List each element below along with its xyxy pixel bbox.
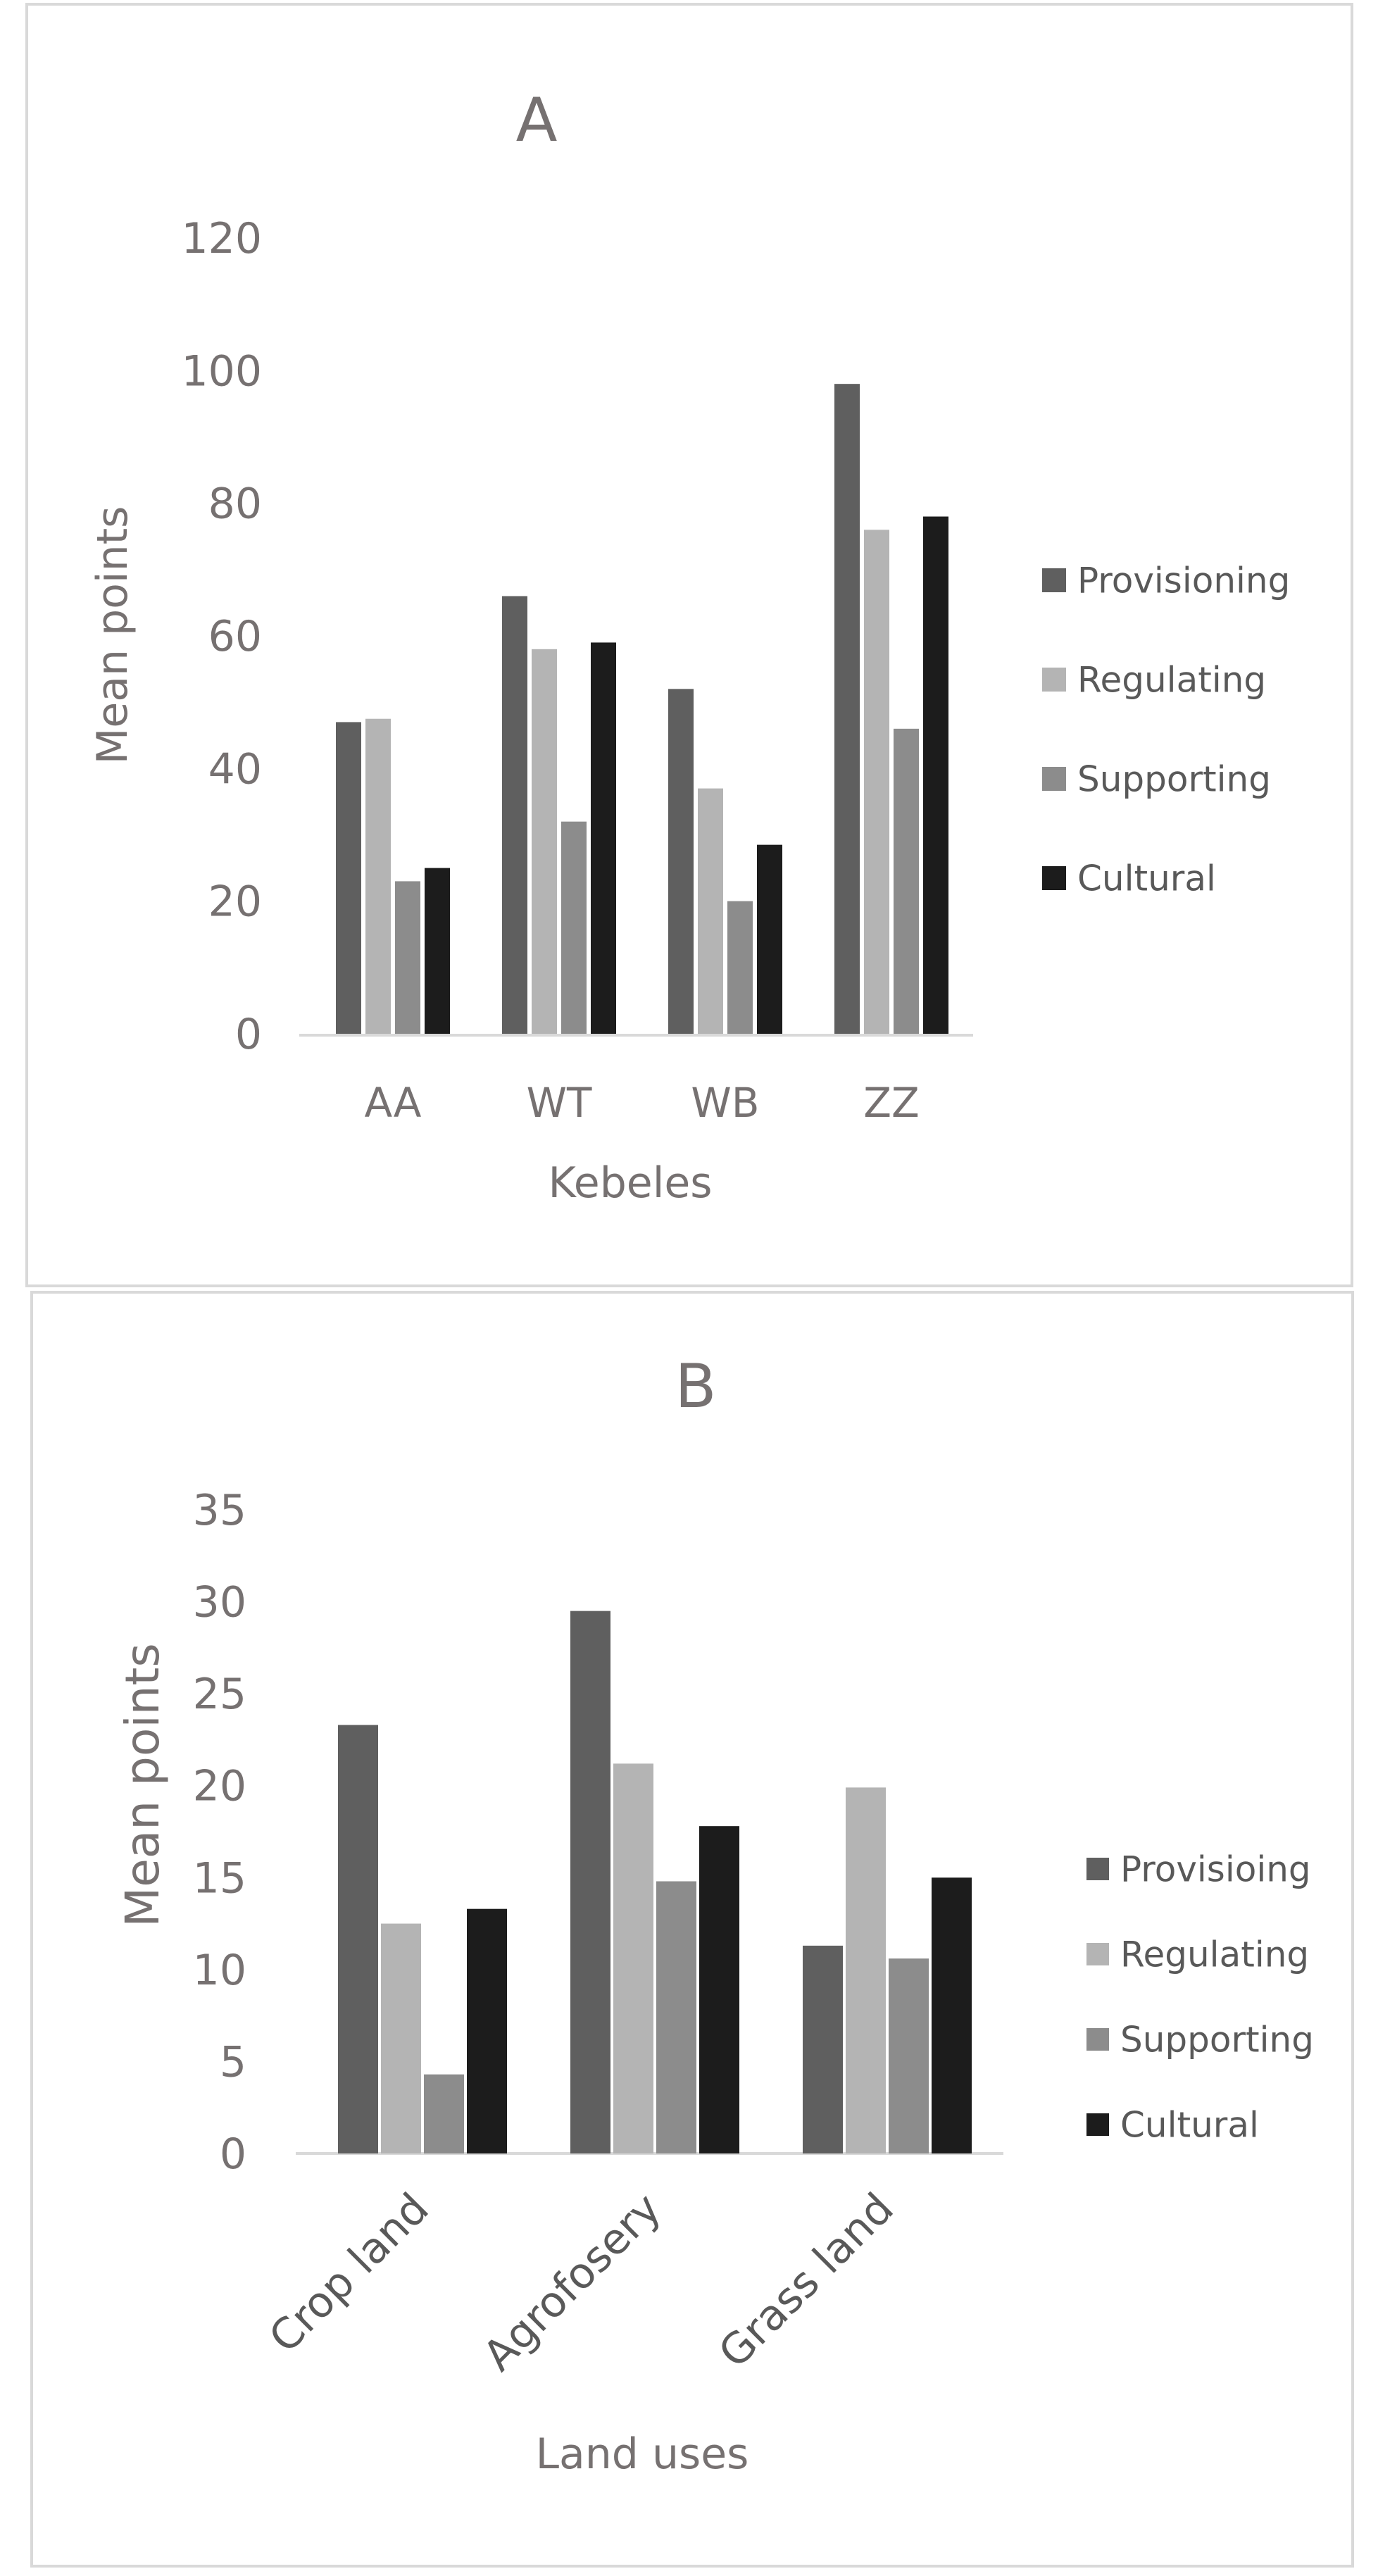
chart-b-x-axis-label: Land uses (536, 2430, 749, 2479)
a-bar-provisioning-wt (502, 596, 527, 1034)
a-x-tick-label: WT (527, 1079, 592, 1127)
chart-a-bars (336, 384, 948, 1034)
b-y-tick-label: 0 (220, 2130, 246, 2179)
a-bar-regulating-zz (864, 530, 889, 1034)
b-legend-item-provisioing: Provisioing (1086, 1849, 1311, 1890)
a-bar-supporting-aa (395, 881, 420, 1034)
b-legend-label: Provisioing (1120, 1849, 1311, 1890)
b-bar-cultural-grass-land (932, 1877, 972, 2153)
b-bar-supporting-crop-land (424, 2074, 464, 2153)
chart-b-title: B (675, 1351, 717, 1422)
a-bar-supporting-wb (727, 901, 753, 1034)
a-bar-regulating-wt (532, 649, 557, 1034)
a-legend-label: Supporting (1077, 759, 1271, 800)
chart-a-x-axis-label: Kebeles (548, 1158, 712, 1208)
b-y-tick-label: 5 (220, 2037, 246, 2087)
a-legend-item-regulating: Regulating (1042, 660, 1266, 701)
b-y-tick-label: 35 (193, 1486, 246, 1535)
b-bar-provisioing-crop-land (338, 1725, 378, 2153)
b-x-tick-label: Grass land (709, 2184, 903, 2377)
chart-b-legend: Provisioing Regulating Supporting Cultural (1086, 1849, 1314, 2146)
a-legend-label: Provisioning (1077, 561, 1290, 601)
b-bar-supporting-agrofosery (656, 1881, 696, 2153)
a-x-tick-label: ZZ (863, 1079, 919, 1127)
a-bar-cultural-wt (591, 642, 616, 1034)
a-y-tick-label: 80 (208, 480, 262, 529)
b-legend-label: Cultural (1120, 2105, 1259, 2146)
a-legend-swatch (1042, 767, 1066, 791)
b-bar-cultural-crop-land (467, 1908, 507, 2153)
a-legend-label: Cultural (1077, 858, 1216, 899)
a-bar-cultural-aa (425, 868, 450, 1034)
b-y-tick-label: 15 (193, 1853, 246, 1903)
b-x-tick-label: Agrofosery (474, 2184, 671, 2381)
b-bar-regulating-grass-land (846, 1787, 886, 2153)
b-bar-cultural-agrofosery (699, 1826, 739, 2153)
a-bar-provisioning-wb (668, 689, 694, 1034)
b-bar-regulating-crop-land (381, 1923, 421, 2153)
a-y-tick-label: 100 (181, 346, 262, 396)
b-legend-item-regulating: Regulating (1086, 1934, 1309, 1975)
b-legend-swatch (1086, 1858, 1109, 1880)
b-bar-regulating-agrofosery (613, 1763, 653, 2153)
a-bar-provisioning-aa (336, 722, 361, 1034)
b-legend-swatch (1086, 1943, 1109, 1965)
a-bar-cultural-wb (757, 844, 782, 1034)
b-legend-swatch (1086, 2028, 1109, 2051)
a-y-tick-label: 60 (208, 612, 262, 661)
a-bar-regulating-wb (698, 788, 723, 1034)
chart-b: B Land uses Mean points 0 5 10 15 20 25 30 35 C… (115, 1351, 1314, 2479)
b-bar-provisioing-grass-land (803, 1945, 843, 2153)
a-legend-item-cultural: Cultural (1042, 858, 1216, 899)
b-y-tick-label: 10 (193, 1946, 246, 1995)
a-x-tick-label: WB (691, 1079, 759, 1127)
b-legend-item-cultural: Cultural (1086, 2105, 1259, 2146)
a-bar-regulating-aa (365, 718, 391, 1034)
b-legend-label: Regulating (1120, 1934, 1309, 1975)
b-bar-provisioing-agrofosery (570, 1611, 610, 2153)
b-y-tick-label: 30 (193, 1578, 246, 1627)
chart-b-bars (338, 1611, 972, 2153)
b-legend-item-supporting: Supporting (1086, 2020, 1314, 2061)
chart-a-y-axis-label: Mean points (88, 506, 137, 765)
a-x-tick-label: AA (365, 1079, 422, 1127)
b-legend-label: Supporting (1120, 2020, 1314, 2061)
b-bar-supporting-grass-land (889, 1958, 929, 2153)
a-y-tick-label: 120 (181, 214, 262, 263)
a-bar-cultural-zz (923, 516, 948, 1034)
b-y-tick-label: 25 (193, 1670, 246, 1719)
a-y-tick-label: 40 (208, 744, 262, 794)
a-legend-label: Regulating (1077, 660, 1266, 701)
chart-a-y-ticks: 0 20 40 60 80 100 120 (181, 214, 262, 1059)
a-bar-supporting-zz (894, 728, 919, 1034)
a-legend-swatch (1042, 866, 1066, 890)
a-bar-supporting-wt (561, 821, 587, 1034)
chart-a-title: A (516, 85, 558, 156)
chart-a-x-ticks: AA WT WB ZZ (365, 1079, 920, 1127)
a-legend-swatch (1042, 568, 1066, 592)
b-y-tick-label: 20 (193, 1762, 246, 1811)
a-legend-item-provisioning: Provisioning (1042, 561, 1290, 601)
a-y-tick-label: 0 (235, 1010, 262, 1059)
chart-b-y-axis-label: Mean points (115, 1643, 170, 1927)
chart-b-x-ticks: Crop land Agrofosery Grass land (260, 2184, 903, 2381)
a-y-tick-label: 20 (208, 877, 262, 927)
a-bar-provisioning-zz (834, 384, 860, 1034)
chart-a: A Kebeles Mean points 0 20 40 60 80 100 120 AA… (88, 85, 1290, 1208)
chart-b-y-ticks: 0 5 10 15 20 25 30 35 (193, 1486, 246, 2179)
a-legend-swatch (1042, 668, 1066, 692)
a-legend-item-supporting: Supporting (1042, 759, 1271, 800)
b-legend-swatch (1086, 2113, 1109, 2136)
chart-a-legend: Provisioning Regulating Supporting Cultural (1042, 561, 1290, 899)
chart-panel-a (25, 3, 1353, 1287)
b-x-tick-label: Crop land (260, 2184, 439, 2363)
